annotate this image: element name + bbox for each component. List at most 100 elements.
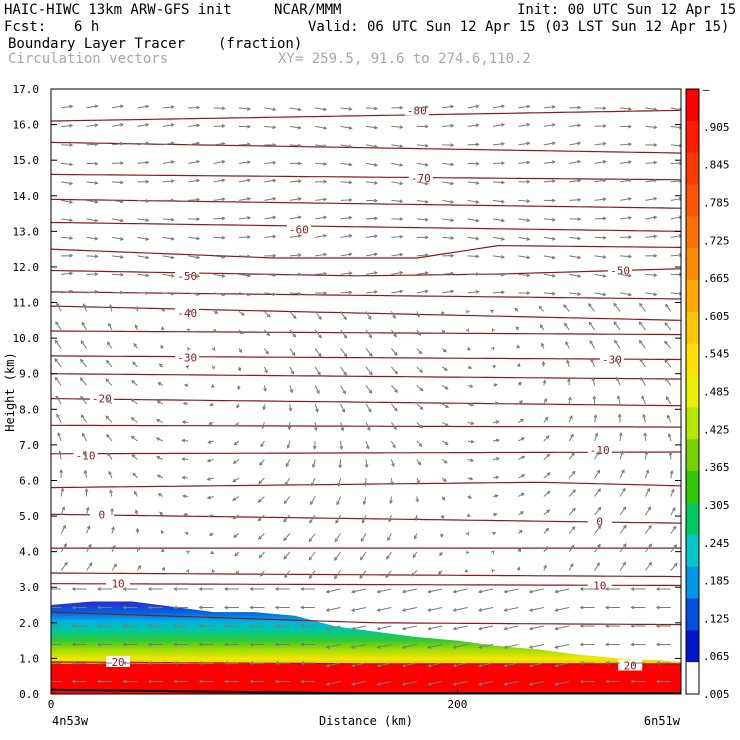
vector-arrowhead xyxy=(265,350,269,355)
vector-arrow xyxy=(518,161,530,164)
vector-arrow xyxy=(61,236,73,239)
vector-arrow xyxy=(80,377,87,386)
vector-arrow xyxy=(60,562,68,571)
vector-arrowhead xyxy=(249,587,254,591)
vector-arrow xyxy=(555,644,570,649)
vector-arrowhead xyxy=(443,367,448,371)
vector-arrow xyxy=(670,489,675,497)
vector-arrowhead xyxy=(466,309,470,314)
vector-arrowhead xyxy=(264,369,268,374)
vector-arrow xyxy=(326,644,341,649)
vector-arrow xyxy=(428,588,443,593)
vector-arrowhead xyxy=(450,123,455,128)
vector-arrowhead xyxy=(638,339,643,344)
vector-arrowhead xyxy=(173,587,178,591)
vector-arrowhead xyxy=(543,564,547,569)
vector-arrowhead xyxy=(646,487,650,492)
vector-arrowhead xyxy=(221,160,226,164)
vector-arrow xyxy=(315,162,327,165)
vector-arrowhead xyxy=(401,608,406,612)
vector-arrowhead xyxy=(516,344,521,349)
vector-arrow xyxy=(365,403,372,412)
vector-arrow xyxy=(258,496,265,503)
vector-arrowhead xyxy=(136,546,141,551)
vector-arrowhead xyxy=(494,401,499,406)
vector-arrow xyxy=(568,397,571,405)
vector-arrowhead xyxy=(109,304,113,309)
contour-line xyxy=(51,513,681,524)
vector-arrowhead xyxy=(567,377,571,382)
vector-arrowhead xyxy=(551,198,556,203)
vector-arrow xyxy=(360,551,367,560)
vector-arrowhead xyxy=(391,463,395,468)
vector-arrow xyxy=(619,273,632,277)
vector-arrowhead xyxy=(452,663,457,668)
vector-arrow xyxy=(264,197,276,201)
vector-arrowhead xyxy=(297,291,302,296)
vector-arrow xyxy=(263,348,269,355)
vector-arrowhead xyxy=(628,216,633,220)
vector-arrowhead xyxy=(196,292,201,297)
vector-arrow xyxy=(504,607,519,612)
vector-arrow xyxy=(664,359,672,368)
vector-arrow xyxy=(238,273,251,277)
vector-arrowhead xyxy=(597,506,602,511)
vector-arrow xyxy=(416,272,428,275)
vector-arrow xyxy=(568,508,576,516)
vector-arrow xyxy=(156,456,163,460)
vector-arrowhead xyxy=(147,642,152,647)
x-axis-title: Distance (km) xyxy=(319,714,413,728)
vector-arrowhead xyxy=(343,316,347,321)
vector-arrow xyxy=(568,471,576,479)
vector-arrowhead xyxy=(208,421,213,426)
vector-arrowhead xyxy=(450,253,455,258)
vector-arrowhead xyxy=(348,290,353,295)
vector-arrow xyxy=(543,142,555,146)
vector-arrowhead xyxy=(47,625,50,628)
vector-arrowhead xyxy=(441,330,446,335)
vector-arrow xyxy=(188,142,200,146)
vector-arrowhead xyxy=(521,474,526,478)
vector-arrowhead xyxy=(551,255,556,260)
vector-arrowhead xyxy=(526,179,531,184)
vector-arrow xyxy=(340,311,347,320)
vector-arrowhead xyxy=(156,400,161,404)
vector-arrowhead xyxy=(419,406,424,410)
vector-arrow xyxy=(340,403,345,413)
vector-arrow xyxy=(365,366,373,375)
vector-arrow xyxy=(365,291,378,294)
vector-arrowhead xyxy=(283,537,287,542)
vector-arrowhead xyxy=(526,199,531,203)
vector-arrowhead xyxy=(160,326,165,331)
vector-arrowhead xyxy=(602,216,607,221)
vector-arrow xyxy=(111,255,124,258)
vector-arrowhead xyxy=(119,104,124,109)
vector-arrowhead xyxy=(288,407,293,412)
vector-arrow xyxy=(86,525,91,534)
vector-arrow xyxy=(441,403,449,408)
vector-arrowhead xyxy=(368,390,373,394)
vector-arrow xyxy=(543,417,549,423)
vector-arrowhead xyxy=(183,512,188,517)
vector-arrowhead xyxy=(161,566,166,571)
vector-arrowhead xyxy=(579,642,584,647)
vector-arrowhead xyxy=(211,365,216,370)
vector-arrow xyxy=(564,323,570,331)
vector-arrow xyxy=(289,180,301,183)
vector-arrow xyxy=(391,403,398,411)
vector-arrowhead xyxy=(54,376,59,381)
vector-arrowhead xyxy=(648,524,652,529)
vector-arrowhead xyxy=(232,497,237,501)
vector-arrow xyxy=(131,435,138,442)
vector-arrowhead xyxy=(424,235,429,240)
vector-arrow xyxy=(391,348,398,356)
vector-arrow xyxy=(308,551,316,561)
vector-arrowhead xyxy=(368,334,373,339)
x-left-endpoint: 4n53w xyxy=(52,714,89,728)
vector-arrow xyxy=(594,488,601,497)
vector-arrowhead xyxy=(427,608,432,612)
vector-arrowhead xyxy=(515,325,520,330)
contour-line xyxy=(51,611,681,626)
vector-arrowhead xyxy=(300,679,305,684)
vector-arrow xyxy=(315,234,327,238)
